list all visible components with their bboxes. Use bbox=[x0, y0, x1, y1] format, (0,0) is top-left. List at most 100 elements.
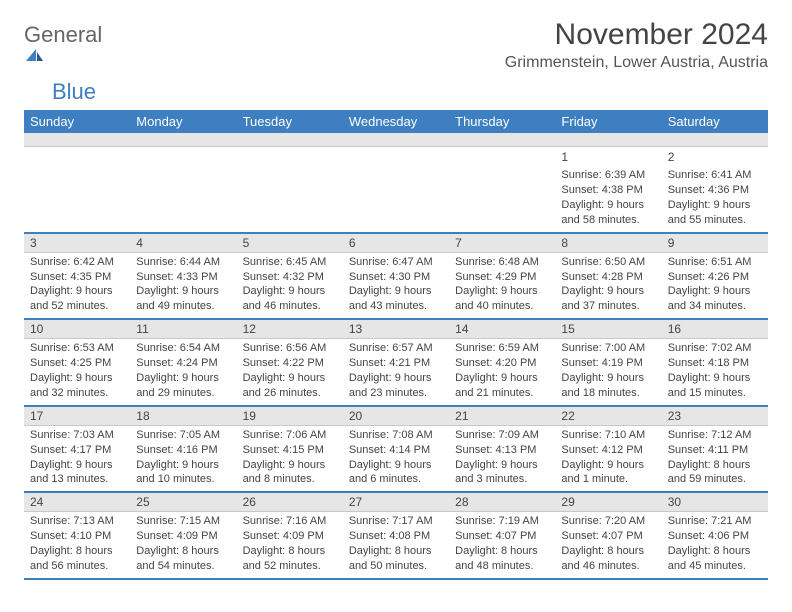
day-number: 21 bbox=[449, 407, 555, 426]
day-number: 19 bbox=[237, 407, 343, 426]
day-body: Sunrise: 7:12 AMSunset: 4:11 PMDaylight:… bbox=[662, 426, 768, 491]
day-number: 26 bbox=[237, 493, 343, 512]
day-cell: 1Sunrise: 6:39 AMSunset: 4:38 PMDaylight… bbox=[555, 147, 661, 232]
daylight-text: Daylight: 8 hours and 52 minutes. bbox=[243, 544, 337, 574]
day-number: 29 bbox=[555, 493, 661, 512]
week-row: 17Sunrise: 7:03 AMSunset: 4:17 PMDayligh… bbox=[24, 407, 768, 494]
sunrise-text: Sunrise: 6:47 AM bbox=[349, 255, 443, 270]
day-number: 3 bbox=[24, 234, 130, 253]
day-cell: 13Sunrise: 6:57 AMSunset: 4:21 PMDayligh… bbox=[343, 320, 449, 405]
sunrise-text: Sunrise: 7:17 AM bbox=[349, 514, 443, 529]
sunset-text: Sunset: 4:11 PM bbox=[668, 443, 762, 458]
weekday-label: Thursday bbox=[449, 110, 555, 133]
brand-logo: General Blue bbox=[24, 18, 102, 104]
daylight-text: Daylight: 9 hours and 52 minutes. bbox=[30, 284, 124, 314]
day-body: Sunrise: 7:16 AMSunset: 4:09 PMDaylight:… bbox=[237, 512, 343, 577]
sunrise-text: Sunrise: 7:09 AM bbox=[455, 428, 549, 443]
sunset-text: Sunset: 4:07 PM bbox=[455, 529, 549, 544]
day-cell: 18Sunrise: 7:05 AMSunset: 4:16 PMDayligh… bbox=[130, 407, 236, 492]
weekday-label: Sunday bbox=[24, 110, 130, 133]
sunset-text: Sunset: 4:32 PM bbox=[243, 270, 337, 285]
sunrise-text: Sunrise: 7:10 AM bbox=[561, 428, 655, 443]
sunset-text: Sunset: 4:15 PM bbox=[243, 443, 337, 458]
day-number: 8 bbox=[555, 234, 661, 253]
day-body: Sunrise: 7:13 AMSunset: 4:10 PMDaylight:… bbox=[24, 512, 130, 577]
daylight-text: Daylight: 8 hours and 50 minutes. bbox=[349, 544, 443, 574]
day-cell: 21Sunrise: 7:09 AMSunset: 4:13 PMDayligh… bbox=[449, 407, 555, 492]
daylight-text: Daylight: 9 hours and 46 minutes. bbox=[243, 284, 337, 314]
day-number: 9 bbox=[662, 234, 768, 253]
logo-text-block: General Blue bbox=[24, 24, 102, 104]
sunrise-text: Sunrise: 7:20 AM bbox=[561, 514, 655, 529]
daylight-text: Daylight: 8 hours and 48 minutes. bbox=[455, 544, 549, 574]
daylight-text: Daylight: 9 hours and 15 minutes. bbox=[668, 371, 762, 401]
daylight-text: Daylight: 9 hours and 37 minutes. bbox=[561, 284, 655, 314]
day-cell: 12Sunrise: 6:56 AMSunset: 4:22 PMDayligh… bbox=[237, 320, 343, 405]
sunrise-text: Sunrise: 7:03 AM bbox=[30, 428, 124, 443]
sunrise-text: Sunrise: 6:48 AM bbox=[455, 255, 549, 270]
day-number: 5 bbox=[237, 234, 343, 253]
day-cell bbox=[237, 147, 343, 232]
day-number: 10 bbox=[24, 320, 130, 339]
day-body: Sunrise: 7:19 AMSunset: 4:07 PMDaylight:… bbox=[449, 512, 555, 577]
day-body: Sunrise: 7:05 AMSunset: 4:16 PMDaylight:… bbox=[130, 426, 236, 491]
day-number: 30 bbox=[662, 493, 768, 512]
day-body: Sunrise: 7:21 AMSunset: 4:06 PMDaylight:… bbox=[662, 512, 768, 577]
month-title: November 2024 bbox=[505, 18, 768, 52]
sunrise-text: Sunrise: 6:41 AM bbox=[668, 168, 762, 183]
weekday-label: Friday bbox=[555, 110, 661, 133]
day-cell: 7Sunrise: 6:48 AMSunset: 4:29 PMDaylight… bbox=[449, 234, 555, 319]
day-number: 7 bbox=[449, 234, 555, 253]
daylight-text: Daylight: 9 hours and 3 minutes. bbox=[455, 458, 549, 488]
day-body: Sunrise: 7:17 AMSunset: 4:08 PMDaylight:… bbox=[343, 512, 449, 577]
sunset-text: Sunset: 4:09 PM bbox=[136, 529, 230, 544]
blank-strip bbox=[24, 133, 768, 147]
day-number: 15 bbox=[555, 320, 661, 339]
day-cell: 14Sunrise: 6:59 AMSunset: 4:20 PMDayligh… bbox=[449, 320, 555, 405]
sunrise-text: Sunrise: 6:50 AM bbox=[561, 255, 655, 270]
sunset-text: Sunset: 4:22 PM bbox=[243, 356, 337, 371]
day-cell: 5Sunrise: 6:45 AMSunset: 4:32 PMDaylight… bbox=[237, 234, 343, 319]
week-row: 24Sunrise: 7:13 AMSunset: 4:10 PMDayligh… bbox=[24, 493, 768, 580]
day-number: 25 bbox=[130, 493, 236, 512]
sunrise-text: Sunrise: 6:44 AM bbox=[136, 255, 230, 270]
day-number: 4 bbox=[130, 234, 236, 253]
day-body: Sunrise: 6:48 AMSunset: 4:29 PMDaylight:… bbox=[449, 253, 555, 318]
day-number: 28 bbox=[449, 493, 555, 512]
day-body: Sunrise: 6:47 AMSunset: 4:30 PMDaylight:… bbox=[343, 253, 449, 318]
sunset-text: Sunset: 4:30 PM bbox=[349, 270, 443, 285]
day-body: Sunrise: 6:39 AMSunset: 4:38 PMDaylight:… bbox=[555, 166, 661, 231]
daylight-text: Daylight: 9 hours and 21 minutes. bbox=[455, 371, 549, 401]
day-number: 18 bbox=[130, 407, 236, 426]
daylight-text: Daylight: 9 hours and 23 minutes. bbox=[349, 371, 443, 401]
sunset-text: Sunset: 4:21 PM bbox=[349, 356, 443, 371]
day-cell bbox=[24, 147, 130, 232]
day-cell: 19Sunrise: 7:06 AMSunset: 4:15 PMDayligh… bbox=[237, 407, 343, 492]
day-body: Sunrise: 6:51 AMSunset: 4:26 PMDaylight:… bbox=[662, 253, 768, 318]
page-header: General Blue November 2024 Grimmenstein,… bbox=[24, 18, 768, 104]
day-number: 14 bbox=[449, 320, 555, 339]
daylight-text: Daylight: 9 hours and 29 minutes. bbox=[136, 371, 230, 401]
brand-word2: Blue bbox=[24, 79, 96, 104]
day-body: Sunrise: 7:09 AMSunset: 4:13 PMDaylight:… bbox=[449, 426, 555, 491]
weekday-header-row: Sunday Monday Tuesday Wednesday Thursday… bbox=[24, 110, 768, 133]
sunset-text: Sunset: 4:08 PM bbox=[349, 529, 443, 544]
sunset-text: Sunset: 4:19 PM bbox=[561, 356, 655, 371]
day-body: Sunrise: 7:06 AMSunset: 4:15 PMDaylight:… bbox=[237, 426, 343, 491]
day-cell: 6Sunrise: 6:47 AMSunset: 4:30 PMDaylight… bbox=[343, 234, 449, 319]
day-body: Sunrise: 6:50 AMSunset: 4:28 PMDaylight:… bbox=[555, 253, 661, 318]
daylight-text: Daylight: 9 hours and 43 minutes. bbox=[349, 284, 443, 314]
day-cell: 17Sunrise: 7:03 AMSunset: 4:17 PMDayligh… bbox=[24, 407, 130, 492]
day-number bbox=[24, 147, 130, 150]
day-cell: 24Sunrise: 7:13 AMSunset: 4:10 PMDayligh… bbox=[24, 493, 130, 578]
sunset-text: Sunset: 4:13 PM bbox=[455, 443, 549, 458]
day-body: Sunrise: 6:41 AMSunset: 4:36 PMDaylight:… bbox=[662, 166, 768, 231]
day-cell bbox=[449, 147, 555, 232]
day-cell bbox=[130, 147, 236, 232]
day-number: 23 bbox=[662, 407, 768, 426]
daylight-text: Daylight: 9 hours and 1 minute. bbox=[561, 458, 655, 488]
day-number: 2 bbox=[662, 147, 768, 166]
day-body: Sunrise: 7:08 AMSunset: 4:14 PMDaylight:… bbox=[343, 426, 449, 491]
daylight-text: Daylight: 8 hours and 54 minutes. bbox=[136, 544, 230, 574]
sunset-text: Sunset: 4:16 PM bbox=[136, 443, 230, 458]
